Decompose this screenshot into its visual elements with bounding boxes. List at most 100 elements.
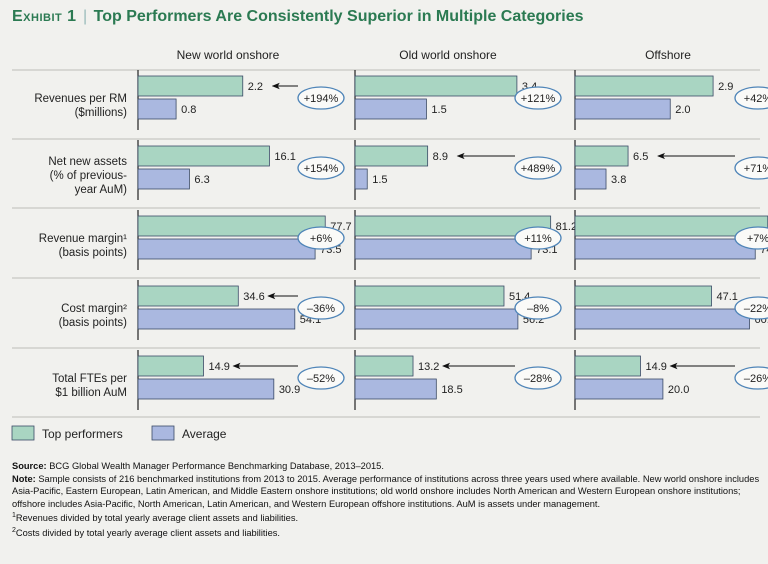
average-value-label: 2.0: [675, 104, 690, 116]
difference-label: –36%: [307, 303, 335, 315]
column-header: New world onshore: [177, 48, 280, 62]
footnote-2: 2Costs divided by total yearly average c…: [12, 525, 760, 540]
source-label: Source:: [12, 461, 47, 471]
note-line: Note: Sample consists of 216 benchmarked…: [12, 473, 760, 511]
average-bar: [137, 238, 316, 260]
footnote-2-mark: 2: [12, 527, 16, 535]
difference-oval: [734, 366, 768, 390]
top-performer-bar: [137, 75, 244, 97]
average-bar: [137, 378, 275, 400]
footnote-1-text: Revenues divided by total yearly average…: [15, 513, 299, 524]
difference-label: –8%: [527, 303, 549, 315]
difference-oval: [514, 296, 562, 320]
average-value-label: 1.5: [431, 104, 446, 116]
top-value-label: 81.2: [556, 221, 577, 233]
footnote-1-mark: 1: [12, 512, 16, 520]
footnote-1: 1Revenues divided by total yearly averag…: [12, 510, 760, 525]
difference-label: –26%: [744, 373, 768, 385]
difference-oval: [297, 156, 345, 180]
difference-label: –52%: [307, 373, 335, 385]
top-performer-bar: [354, 75, 518, 97]
average-bar: [137, 308, 296, 330]
note-label: Note:: [12, 473, 36, 484]
row-label: year AuM): [75, 184, 128, 196]
row-label: Revenue margin¹: [39, 233, 127, 245]
legend-swatch-top: [11, 425, 35, 441]
row-label: $1 billion AuM: [55, 387, 127, 399]
difference-label: +489%: [521, 163, 556, 175]
top-value-label: 14.9: [208, 361, 229, 373]
row-label: ($millions): [75, 107, 128, 119]
difference-label: +121%: [521, 93, 556, 105]
average-bar: [354, 168, 368, 190]
difference-label: –22%: [744, 303, 768, 315]
difference-label: +194%: [304, 93, 339, 105]
top-value-label: 8.9: [433, 151, 448, 163]
average-bar: [354, 308, 519, 330]
source-line: Source: BCG Global Wealth Manager Perfor…: [12, 460, 760, 473]
top-performer-bar: [137, 355, 204, 377]
source-text: BCG Global Wealth Manager Performance Be…: [49, 461, 384, 471]
difference-oval: [514, 86, 562, 110]
row-label: Cost margin²: [61, 303, 127, 315]
top-value-label: 2.2: [248, 81, 263, 93]
top-performer-bar: [137, 145, 270, 167]
average-bar: [354, 98, 427, 120]
legend-label: Top performers: [42, 427, 123, 441]
top-performer-bar: [354, 285, 505, 307]
average-bar: [574, 308, 750, 330]
row-label: Net new assets: [48, 156, 127, 168]
difference-oval: [734, 86, 768, 110]
top-performer-bar: [137, 215, 326, 237]
difference-label: –28%: [524, 373, 552, 385]
top-performer-bar: [574, 75, 714, 97]
top-performer-bar: [354, 145, 429, 167]
difference-label: +71%: [744, 163, 768, 175]
average-value-label: 1.5: [372, 174, 387, 186]
average-bar: [574, 238, 756, 260]
average-value-label: 3.8: [611, 174, 626, 186]
row-label: (basis points): [59, 317, 128, 329]
top-performer-bar: [574, 145, 629, 167]
difference-oval: [734, 296, 768, 320]
row-label: Revenues per RM: [34, 93, 127, 105]
difference-label: +154%: [304, 163, 339, 175]
top-value-label: 16.1: [274, 151, 295, 163]
average-value-label: 0.8: [181, 104, 196, 116]
difference-oval: [297, 86, 345, 110]
top-value-label: 14.9: [645, 361, 666, 373]
average-bar: [354, 378, 437, 400]
row-label: (basis points): [59, 247, 128, 259]
top-performer-bar: [354, 215, 552, 237]
difference-oval: [514, 156, 562, 180]
difference-label: +42%: [744, 93, 768, 105]
title-separator: |: [78, 8, 92, 25]
difference-oval: [297, 226, 345, 250]
top-value-label: 13.2: [418, 361, 439, 373]
difference-oval: [297, 366, 345, 390]
top-performer-bar: [574, 355, 641, 377]
footnote-2-text: Costs divided by total yearly average cl…: [15, 528, 280, 539]
average-value-label: 20.0: [668, 384, 689, 396]
top-value-label: 47.1: [717, 291, 738, 303]
difference-oval: [734, 156, 768, 180]
average-value-label: 74.8: [760, 244, 768, 256]
difference-label: +6%: [310, 233, 333, 245]
average-bar: [574, 98, 671, 120]
difference-oval: [734, 226, 768, 250]
column-header: Offshore: [645, 48, 691, 62]
average-value-label: 18.5: [441, 384, 462, 396]
chart: New world onshore Old world onshore Offsho…: [11, 48, 768, 441]
average-bar: [137, 168, 190, 190]
exhibit-number: Exhibit 1: [12, 8, 77, 25]
title-text: Top Performers Are Consistently Superior…: [93, 8, 584, 25]
difference-label: +7%: [747, 233, 768, 245]
notes: Source: BCG Global Wealth Manager Perfor…: [12, 460, 760, 540]
average-value-label: 30.9: [279, 384, 300, 396]
difference-oval: [514, 226, 562, 250]
row-label: Total FTEs per: [52, 373, 127, 385]
difference-label: +11%: [524, 233, 552, 245]
average-value-label: 6.3: [194, 174, 209, 186]
top-value-label: 6.5: [633, 151, 648, 163]
difference-oval: [514, 366, 562, 390]
